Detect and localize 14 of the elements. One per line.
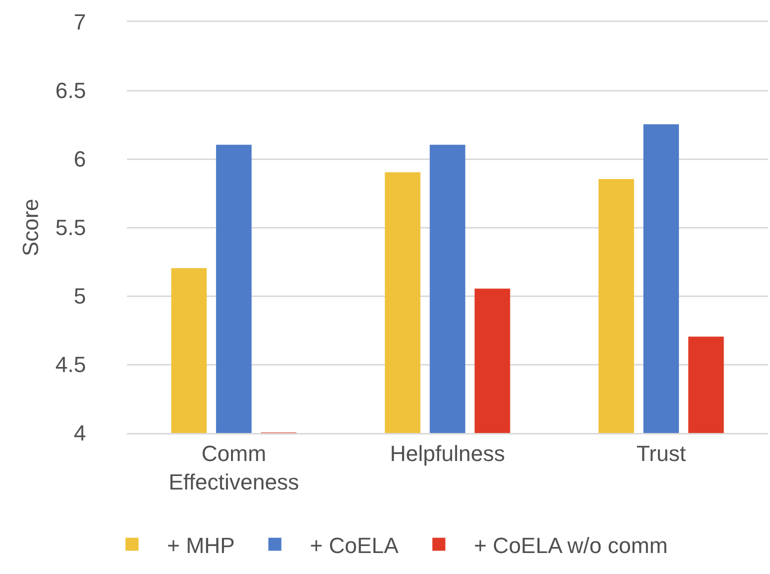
y-axis-title: Score bbox=[18, 198, 44, 256]
x-tick-label: Comm Effectiveness bbox=[168, 440, 300, 494]
y-tick-label: 5.5 bbox=[55, 215, 86, 240]
y-tick-label: 4.5 bbox=[55, 352, 86, 378]
legend-label: + CoELA w/o comm bbox=[474, 532, 668, 558]
y-tick-label: 7 bbox=[74, 10, 86, 35]
legend-label: + MHP bbox=[167, 532, 235, 558]
y-tick-label: 4 bbox=[74, 420, 86, 446]
y-tick-label: 6 bbox=[74, 146, 86, 172]
y-tick-label: 6.5 bbox=[55, 78, 86, 104]
y-tick-label: 5 bbox=[74, 284, 86, 309]
x-tick-label: Trust bbox=[636, 440, 686, 466]
x-tick-label: Helpfulness bbox=[390, 440, 505, 466]
legend-label: + CoELA bbox=[310, 532, 399, 558]
